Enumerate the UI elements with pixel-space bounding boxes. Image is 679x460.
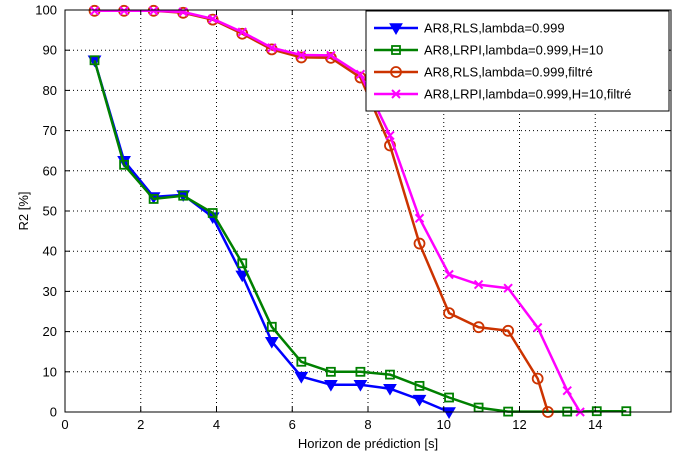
data-point	[206, 13, 219, 26]
y-tick-label: 90	[43, 43, 57, 58]
data-point	[119, 159, 129, 170]
x-tick-label: 8	[364, 417, 371, 432]
data-point	[324, 379, 338, 392]
y-tick-label: 80	[43, 83, 57, 98]
data-point	[267, 43, 277, 53]
data-point	[385, 130, 395, 141]
data-point	[178, 7, 188, 17]
data-point	[384, 139, 396, 152]
data-point	[414, 380, 425, 391]
data-point	[266, 321, 277, 332]
data-point	[391, 89, 401, 99]
legend-label: AR8,LRPI,lambda=0.999,H=10,filtré	[424, 87, 631, 102]
data-point	[296, 50, 307, 60]
y-tick-label: 70	[43, 123, 57, 138]
legend-label: AR8,LRPI,lambda=0.999,H=10	[424, 43, 603, 58]
data-point	[621, 406, 632, 417]
data-point	[532, 322, 543, 333]
legend: AR8,RLS,lambda=0.999 AR8,LRPI,lambda=0.99…	[365, 10, 670, 112]
x-tick-label: 2	[137, 417, 144, 432]
data-point	[385, 369, 395, 380]
data-point	[390, 66, 402, 78]
data-point	[355, 69, 366, 80]
data-point	[89, 6, 100, 16]
data-point	[473, 279, 484, 290]
y-tick-label: 100	[35, 3, 57, 18]
x-tick-label: 4	[213, 417, 220, 432]
y-tick-label: 40	[43, 244, 57, 259]
legend-entry: AR8,LRPI,lambda=0.999,H=10	[374, 43, 603, 58]
data-point	[414, 213, 425, 223]
y-tick-label: 0	[50, 405, 57, 420]
axes: 0 2 4 6 8 10 12 14 0 10 20 30 40 50 60 70 80 90 100	[35, 3, 672, 432]
x-tick-label: 14	[588, 417, 602, 432]
data-point	[442, 407, 456, 419]
data-point	[295, 51, 308, 64]
data-point	[207, 208, 218, 218]
data-point	[443, 307, 455, 320]
data-point	[412, 394, 427, 407]
data-point	[355, 366, 366, 377]
y-tick-label: 20	[43, 324, 57, 339]
y-tick-label: 30	[43, 284, 57, 299]
data-point	[353, 379, 368, 392]
data-point	[326, 50, 336, 61]
data-point	[89, 55, 100, 66]
data-point	[237, 27, 247, 37]
data-point	[444, 269, 454, 280]
legend-entry: AR8,RLS,lambda=0.999	[374, 21, 565, 36]
data-point	[413, 237, 426, 250]
y-tick-label: 10	[43, 364, 57, 379]
legend-entry: AR8,RLS,lambda=0.999,filtré	[374, 65, 593, 80]
data-point	[391, 45, 401, 55]
data-point	[503, 283, 513, 293]
data-point	[389, 23, 403, 35]
data-point	[235, 270, 250, 283]
data-point	[502, 324, 515, 337]
legend-label: AR8,RLS,lambda=0.999	[424, 21, 565, 36]
x-tick-label: 0	[61, 417, 68, 432]
data-point	[562, 385, 572, 396]
data-point	[119, 6, 129, 16]
data-point	[294, 371, 309, 384]
data-point	[148, 6, 159, 16]
y-tick-label: 50	[43, 204, 57, 219]
legend-entry: AR8,LRPI,lambda=0.999,H=10,filtré	[374, 87, 631, 102]
data-point	[178, 190, 189, 201]
data-point	[591, 406, 602, 417]
y-axis-label: R2 [%]	[16, 191, 31, 230]
data-point	[208, 14, 218, 24]
data-point	[325, 366, 336, 377]
data-point	[237, 258, 248, 269]
series-4	[89, 6, 585, 417]
x-tick-label: 12	[512, 417, 526, 432]
data-point	[296, 356, 307, 367]
data-point	[264, 336, 279, 349]
x-tick-label: 10	[437, 417, 451, 432]
data-point	[383, 383, 397, 396]
data-point	[148, 194, 159, 204]
data-point	[472, 321, 485, 334]
data-point	[531, 372, 544, 385]
data-point	[354, 71, 367, 84]
legend-label: AR8,RLS,lambda=0.999,filtré	[424, 65, 593, 80]
x-axis-label: Horizon de prédiction [s]	[298, 436, 438, 451]
data-point	[444, 392, 454, 403]
y-tick-label: 60	[43, 163, 57, 178]
series-line	[94, 9, 582, 413]
x-tick-label: 6	[289, 417, 296, 432]
